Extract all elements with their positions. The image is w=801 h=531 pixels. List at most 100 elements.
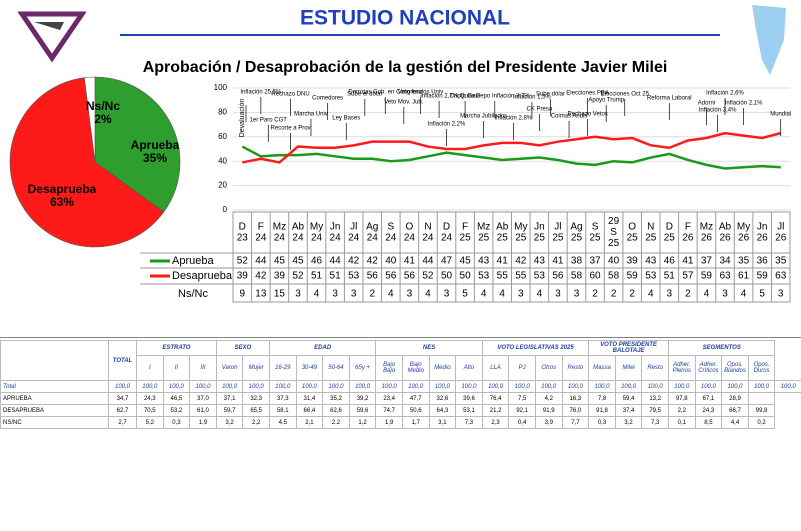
page-title: ESTUDIO NACIONAL	[300, 7, 510, 30]
cell: 100,0	[641, 380, 669, 393]
y-tick-label: 20	[218, 181, 227, 190]
row: I II III Varon Mujer 16-29 30-49 50-64 65y + Bajo…	[1, 355, 801, 381]
data-label: 41	[404, 256, 416, 267]
data-label: 13	[255, 289, 267, 300]
cell: 1,2	[348, 416, 377, 429]
cell: 100,0	[348, 380, 377, 393]
annotation: Mundial	[770, 112, 791, 118]
cell: 100,0	[481, 380, 510, 393]
annotation: Comedores	[312, 96, 343, 102]
cell: 3,2	[215, 416, 244, 429]
cell: 61,0	[189, 404, 217, 417]
data-label: 36	[757, 256, 769, 267]
cell: 1,7	[401, 416, 430, 429]
column-header: Resto	[641, 355, 669, 381]
column-header: PJ	[508, 355, 536, 381]
data-label: 4	[741, 289, 747, 300]
cell: 31,4	[295, 392, 324, 405]
data-label: 50	[441, 271, 453, 282]
x-tick-label: Mz 26	[700, 221, 713, 243]
data-label: 4	[314, 289, 320, 300]
data-label: 3	[332, 289, 338, 300]
data-label: 59	[701, 271, 713, 282]
cell: 65,5	[242, 404, 270, 417]
data-label: 43	[645, 256, 657, 267]
data-label: 53	[348, 271, 360, 282]
data-label: 40	[608, 256, 620, 267]
cell: 100,0	[108, 380, 137, 393]
data-label: 15	[274, 289, 286, 300]
cell: 99,8	[747, 404, 776, 417]
cell: 7,8	[588, 392, 616, 405]
cell: 13,2	[641, 392, 669, 405]
data-label: 4	[499, 289, 505, 300]
data-label: 53	[534, 271, 546, 282]
column-header: Medio	[428, 355, 457, 381]
annotation: Veto Mov. Jub.	[384, 100, 424, 106]
cell: 100,0	[614, 380, 643, 393]
cell: 8,5	[694, 416, 723, 429]
column-header: 30-49	[295, 355, 324, 381]
cell: 100,0	[721, 380, 749, 393]
data-label: 4	[648, 289, 654, 300]
cell: 100,0	[588, 380, 616, 393]
data-label: 5	[759, 289, 765, 300]
row: TOTAL ESTRATO SEXO EDAD NES VOTO LEGISLATIVAS…	[0, 340, 801, 381]
annotation: Reforma Laboral	[647, 96, 692, 102]
data-label: 51	[664, 271, 676, 282]
annotation: Derrotas Gob. en Congreso	[348, 90, 422, 96]
data-label: 57	[682, 271, 694, 282]
column-header: II	[162, 355, 191, 381]
cell: 4,2	[534, 392, 563, 405]
cell: 76,0	[561, 404, 590, 417]
cell: 66,4	[295, 404, 324, 417]
x-tick-label: F 24	[255, 221, 267, 243]
column-header: Adher. Plenos	[668, 355, 696, 381]
cell: 39,6	[455, 392, 483, 405]
annotation: Marcha Univ	[294, 112, 328, 118]
data-label: 56	[404, 271, 416, 282]
data-label: 2	[592, 289, 598, 300]
x-tick-label: 29 S 25	[608, 216, 620, 249]
annotation: Rechazo DNU	[271, 92, 309, 98]
data-label: 43	[478, 256, 490, 267]
data-label: 3	[351, 289, 357, 300]
group-header: ESTRATO	[136, 340, 217, 356]
data-label: 35	[775, 256, 787, 267]
annotation: Inflación 1,5%	[513, 95, 551, 101]
data-label: 37	[701, 256, 713, 267]
cell: 53,1	[455, 404, 483, 417]
cell: 32,6	[428, 392, 457, 405]
data-label: 52	[237, 256, 249, 267]
slice-value: 2%	[94, 112, 112, 126]
y-tick-label: 40	[218, 156, 227, 165]
annotation: Quita Cepo Inflación 3,7%	[460, 94, 530, 100]
cell: 70,5	[136, 404, 164, 417]
group-header: NES	[375, 340, 483, 356]
data-label: 42	[255, 271, 267, 282]
cell: 59,6	[348, 404, 377, 417]
annotation: Devaluación	[239, 99, 246, 138]
data-label: 4	[481, 289, 487, 300]
cell: 39,2	[348, 392, 377, 405]
column-header: 65y +	[348, 355, 377, 381]
slice-label: Desaprueba	[28, 182, 97, 196]
cell: 66,7	[721, 404, 749, 417]
cell: 21,2	[481, 404, 510, 417]
slice-value: 35%	[143, 151, 167, 165]
data-label: 47	[441, 256, 453, 267]
cell: 100,0	[428, 380, 457, 393]
cell: 53,2	[162, 404, 191, 417]
cell: 100,0	[694, 380, 723, 393]
logo	[34, 22, 64, 30]
data-label: 44	[330, 256, 342, 267]
annotation: Ley Bases	[332, 116, 360, 122]
row-label: APRUEBA	[0, 392, 109, 405]
x-tick-label: N 24	[422, 221, 434, 243]
column-header: Mujer	[242, 355, 270, 381]
x-tick-label: My 24	[310, 221, 323, 243]
legend-label: Desaprueba	[172, 270, 233, 282]
data-label: 55	[515, 271, 527, 282]
cell: 100,0	[322, 380, 350, 393]
data-label: 4	[388, 289, 394, 300]
